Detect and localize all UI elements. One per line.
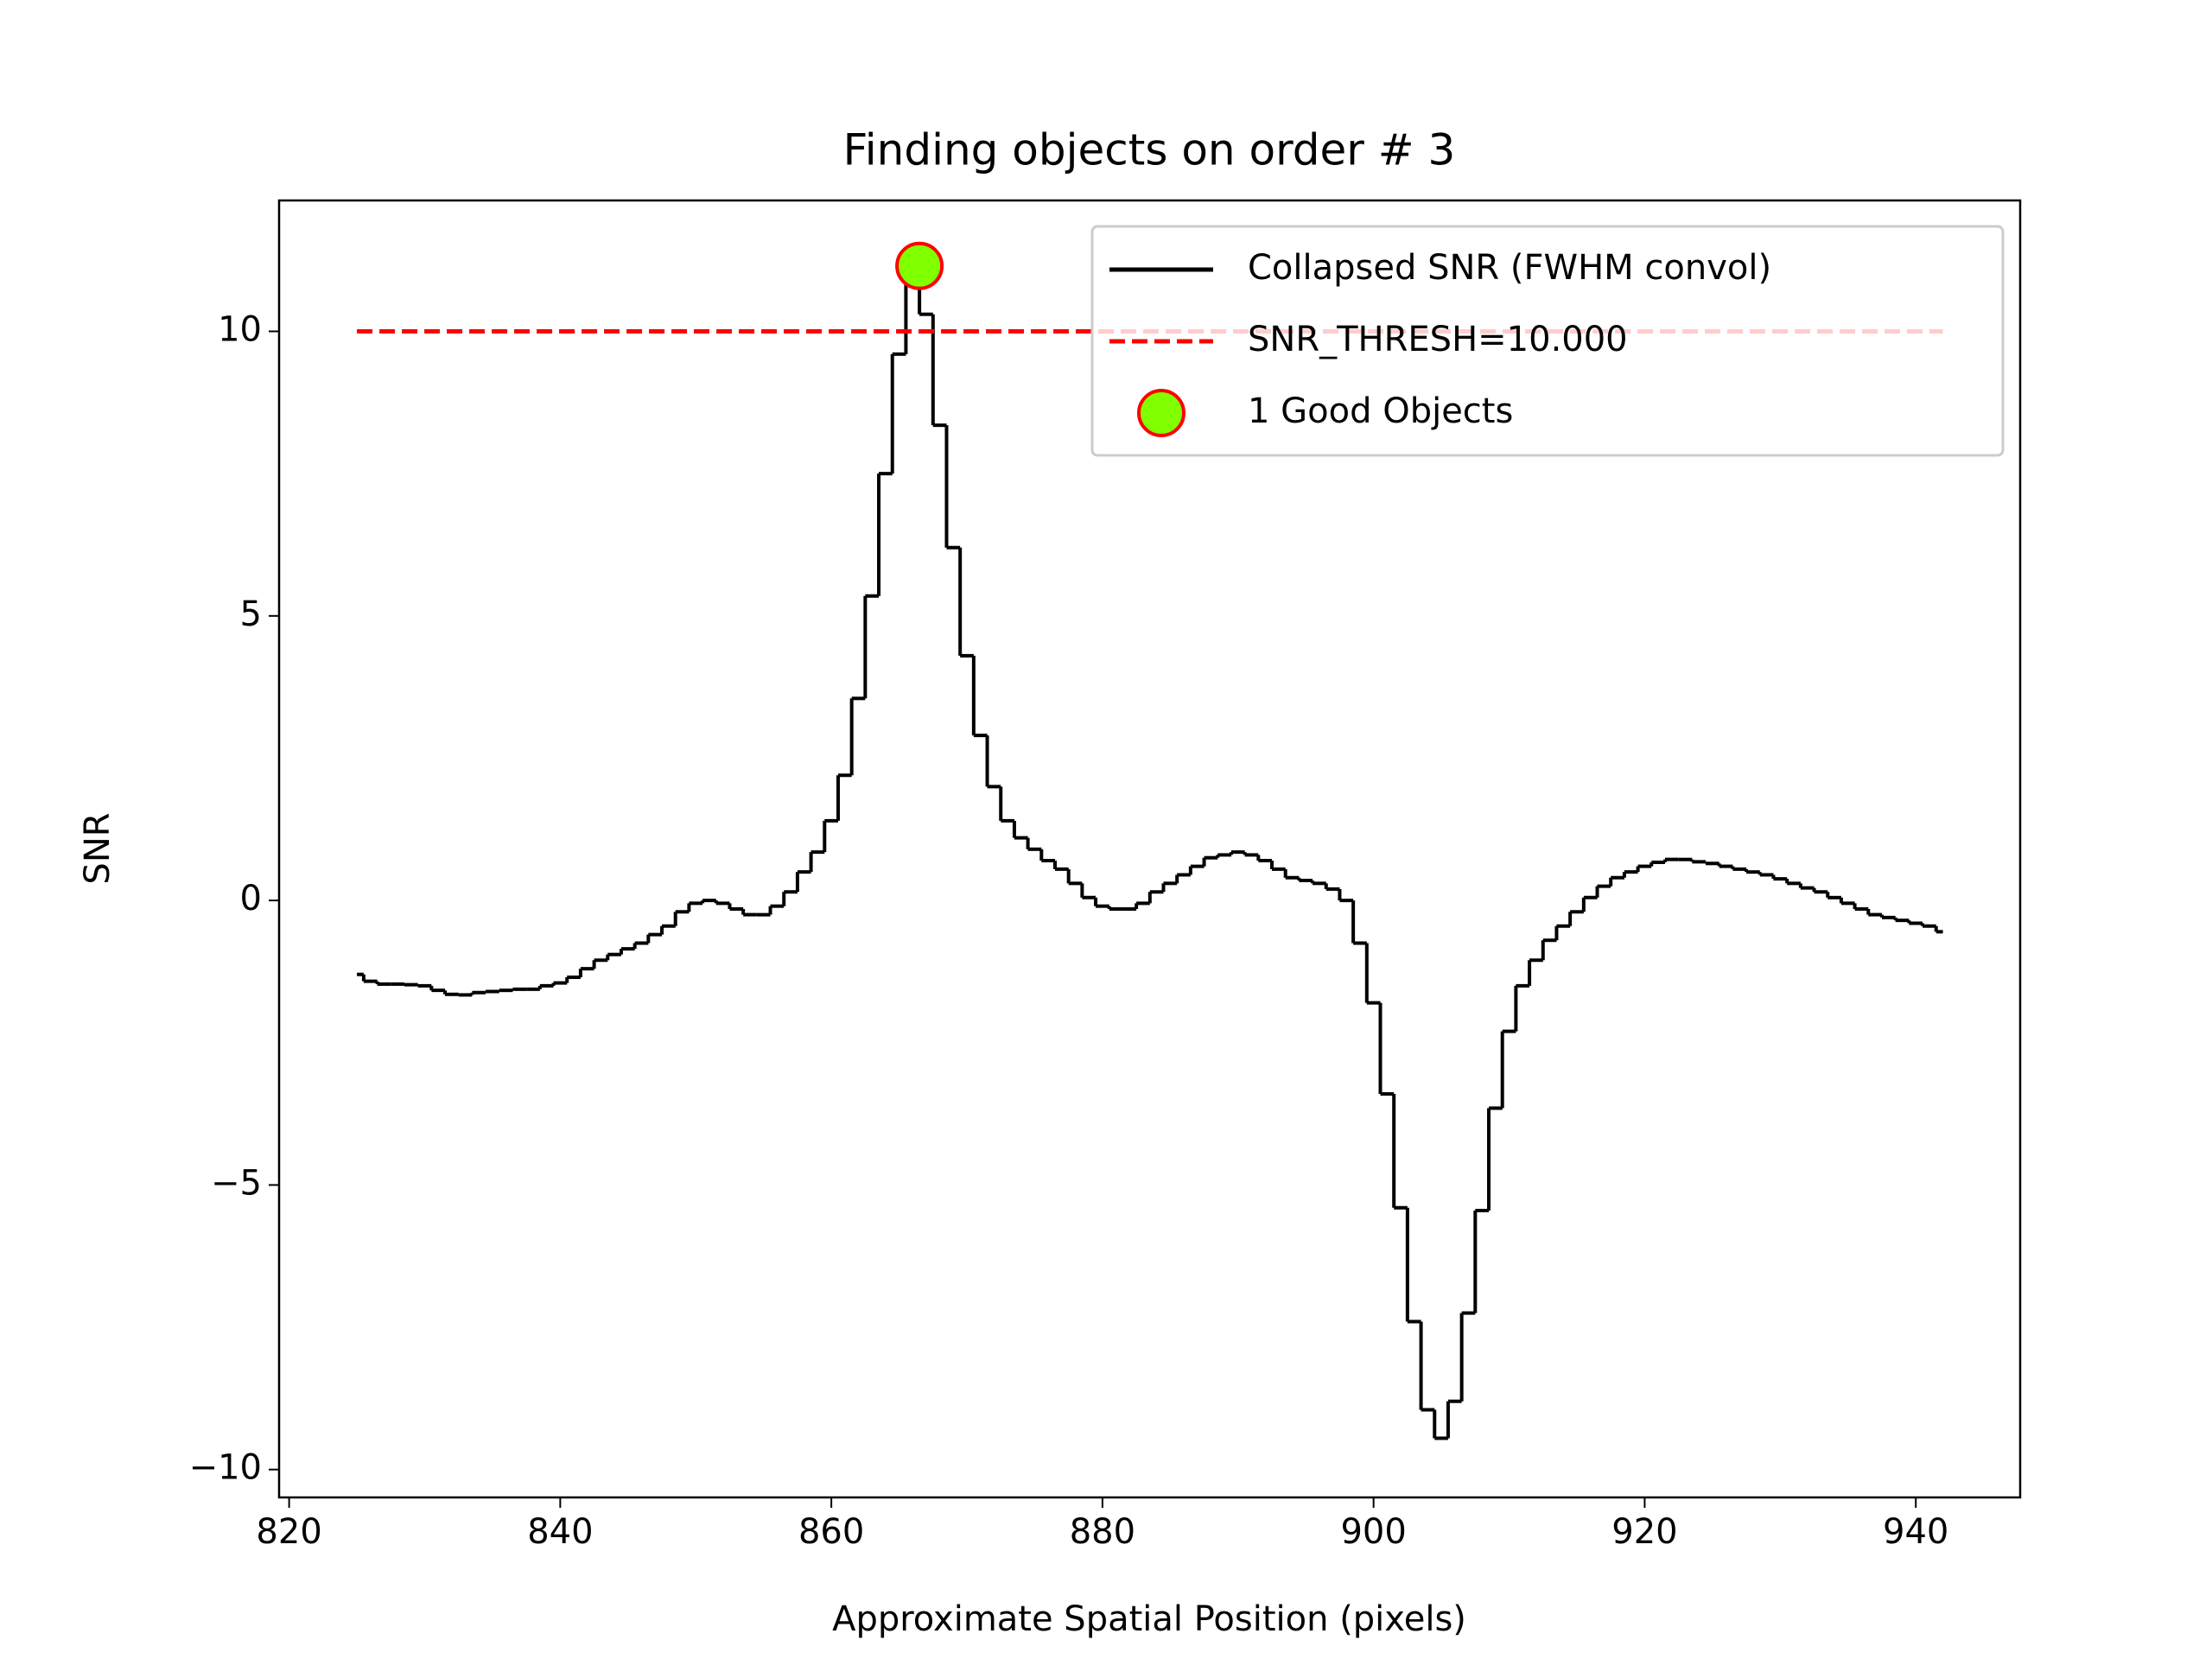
- y-tick-label: −5: [211, 1163, 262, 1203]
- y-axis-label: SNR: [78, 812, 118, 884]
- y-tick-label: 10: [218, 309, 262, 349]
- x-tick-label: 880: [1070, 1512, 1135, 1552]
- plot-frame: [277, 199, 2022, 1499]
- x-tick-label: 820: [256, 1512, 321, 1552]
- x-tick-label: 940: [1883, 1512, 1948, 1552]
- legend-label: 1 Good Objects: [1248, 391, 1513, 431]
- legend: Collapsed SNR (FWHM convol) SNR_THRESH=10…: [1090, 225, 2005, 457]
- object-marker: [895, 241, 944, 290]
- y-tick-label: 5: [240, 594, 262, 634]
- legend-label: SNR_THRESH=10.000: [1248, 320, 1628, 359]
- x-tick-label: 860: [798, 1512, 864, 1552]
- y-tick-label: −10: [189, 1448, 262, 1488]
- legend-box: [1090, 225, 2005, 457]
- x-tick-label: 840: [527, 1512, 593, 1552]
- x-tick-label: 920: [1611, 1512, 1677, 1552]
- chart-title: Finding objects on order # 3: [843, 125, 1456, 175]
- x-tick-label: 900: [1340, 1512, 1406, 1552]
- x-axis-label: Approximate Spatial Position (pixels): [832, 1599, 1466, 1639]
- legend-label: Collapsed SNR (FWHM convol): [1248, 248, 1771, 288]
- legend-marker: [1137, 389, 1185, 437]
- y-tick-label: 0: [240, 879, 262, 918]
